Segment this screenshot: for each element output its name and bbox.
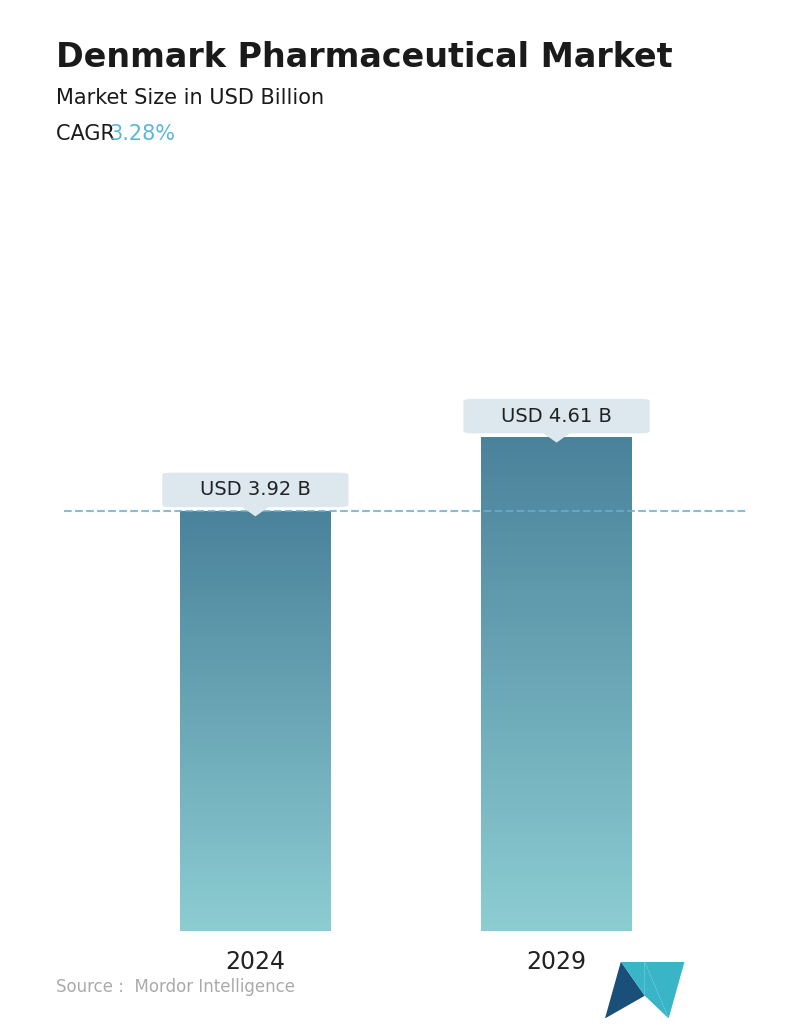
- Polygon shape: [645, 962, 685, 1018]
- FancyBboxPatch shape: [464, 399, 649, 432]
- Polygon shape: [541, 431, 572, 442]
- FancyBboxPatch shape: [163, 474, 348, 507]
- Text: Market Size in USD Billion: Market Size in USD Billion: [56, 88, 324, 108]
- Text: CAGR: CAGR: [56, 124, 121, 144]
- Polygon shape: [240, 505, 271, 516]
- Text: 3.28%: 3.28%: [110, 124, 176, 144]
- Text: USD 3.92 B: USD 3.92 B: [200, 481, 310, 499]
- Polygon shape: [605, 962, 645, 1018]
- Polygon shape: [645, 962, 669, 1018]
- Text: Source :  Mordor Intelligence: Source : Mordor Intelligence: [56, 978, 295, 997]
- Text: USD 4.61 B: USD 4.61 B: [501, 406, 612, 426]
- Polygon shape: [621, 962, 645, 996]
- Text: Denmark Pharmaceutical Market: Denmark Pharmaceutical Market: [56, 41, 673, 74]
